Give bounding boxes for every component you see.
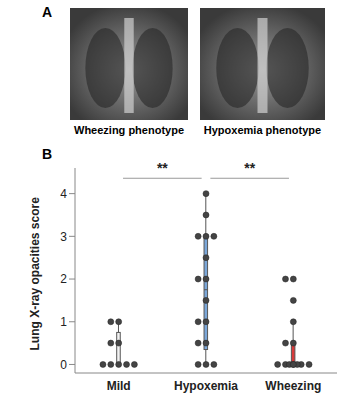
- svg-text:**: **: [157, 160, 168, 176]
- html-text:Wheezing phenotype: Wheezing phenotype: [74, 124, 184, 136]
- svg-text:0: 0: [60, 358, 67, 372]
- html-text:Hypoxemia phenotype: Hypoxemia phenotype: [203, 124, 322, 136]
- html-text:B: B: [42, 146, 53, 162]
- svg-text:3: 3: [60, 230, 67, 244]
- svg-text:2: 2: [60, 272, 67, 286]
- svg-text:Hypoxemia: Hypoxemia: [174, 379, 238, 393]
- html-text:A: A: [42, 4, 53, 20]
- svg-text:**: **: [244, 160, 255, 176]
- svg-text:Lung X-ray opacities score: Lung X-ray opacities score: [28, 197, 42, 351]
- svg-text:4: 4: [60, 187, 67, 201]
- svg-text:1: 1: [60, 315, 67, 329]
- svg-text:Wheezing: Wheezing: [265, 379, 321, 393]
- svg-text:Mild: Mild: [107, 379, 131, 393]
